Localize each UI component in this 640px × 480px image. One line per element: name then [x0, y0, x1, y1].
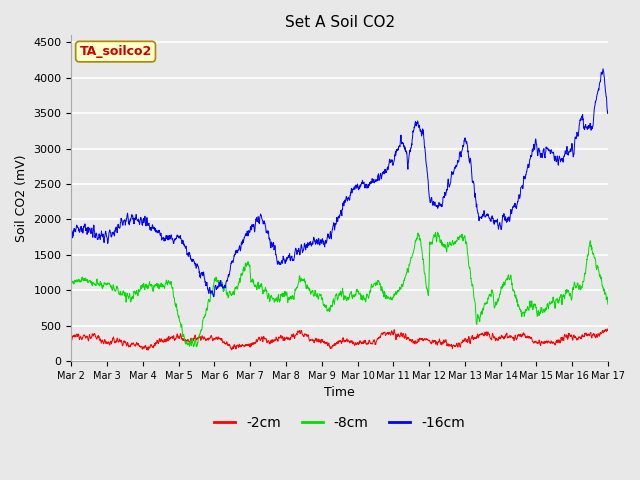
-8cm [367, 284, 375, 290]
-16cm [367, 179, 375, 184]
Y-axis label: Soil CO2 (mV): Soil CO2 (mV) [15, 155, 28, 242]
-2cm [218, 337, 225, 343]
Line: -16cm: -16cm [72, 69, 608, 297]
Line: -8cm: -8cm [72, 232, 608, 347]
-8cm [496, 291, 504, 297]
-2cm [496, 335, 504, 340]
-16cm [68, 231, 76, 237]
-16cm [604, 108, 612, 114]
Line: -2cm: -2cm [72, 329, 608, 350]
-8cm [218, 283, 225, 289]
Legend: -2cm, -8cm, -16cm: -2cm, -8cm, -16cm [209, 410, 470, 435]
-16cm [218, 282, 225, 288]
Title: Set A Soil CO2: Set A Soil CO2 [285, 15, 395, 30]
-2cm [572, 335, 580, 340]
-16cm [496, 220, 504, 226]
-8cm [68, 277, 76, 283]
-2cm [604, 326, 611, 332]
X-axis label: Time: Time [324, 386, 355, 399]
-2cm [367, 341, 375, 347]
-8cm [193, 344, 200, 349]
-8cm [557, 291, 565, 297]
-16cm [599, 66, 607, 72]
-8cm [572, 284, 580, 290]
-16cm [355, 186, 363, 192]
-8cm [355, 291, 363, 297]
-2cm [145, 348, 152, 353]
-16cm [557, 157, 564, 163]
-8cm [604, 301, 612, 307]
-2cm [68, 336, 76, 342]
-8cm [434, 229, 442, 235]
-16cm [572, 135, 580, 141]
Text: TA_soilco2: TA_soilco2 [79, 45, 152, 58]
-16cm [210, 294, 218, 300]
-2cm [604, 328, 612, 334]
-2cm [355, 340, 363, 346]
-2cm [557, 337, 564, 343]
